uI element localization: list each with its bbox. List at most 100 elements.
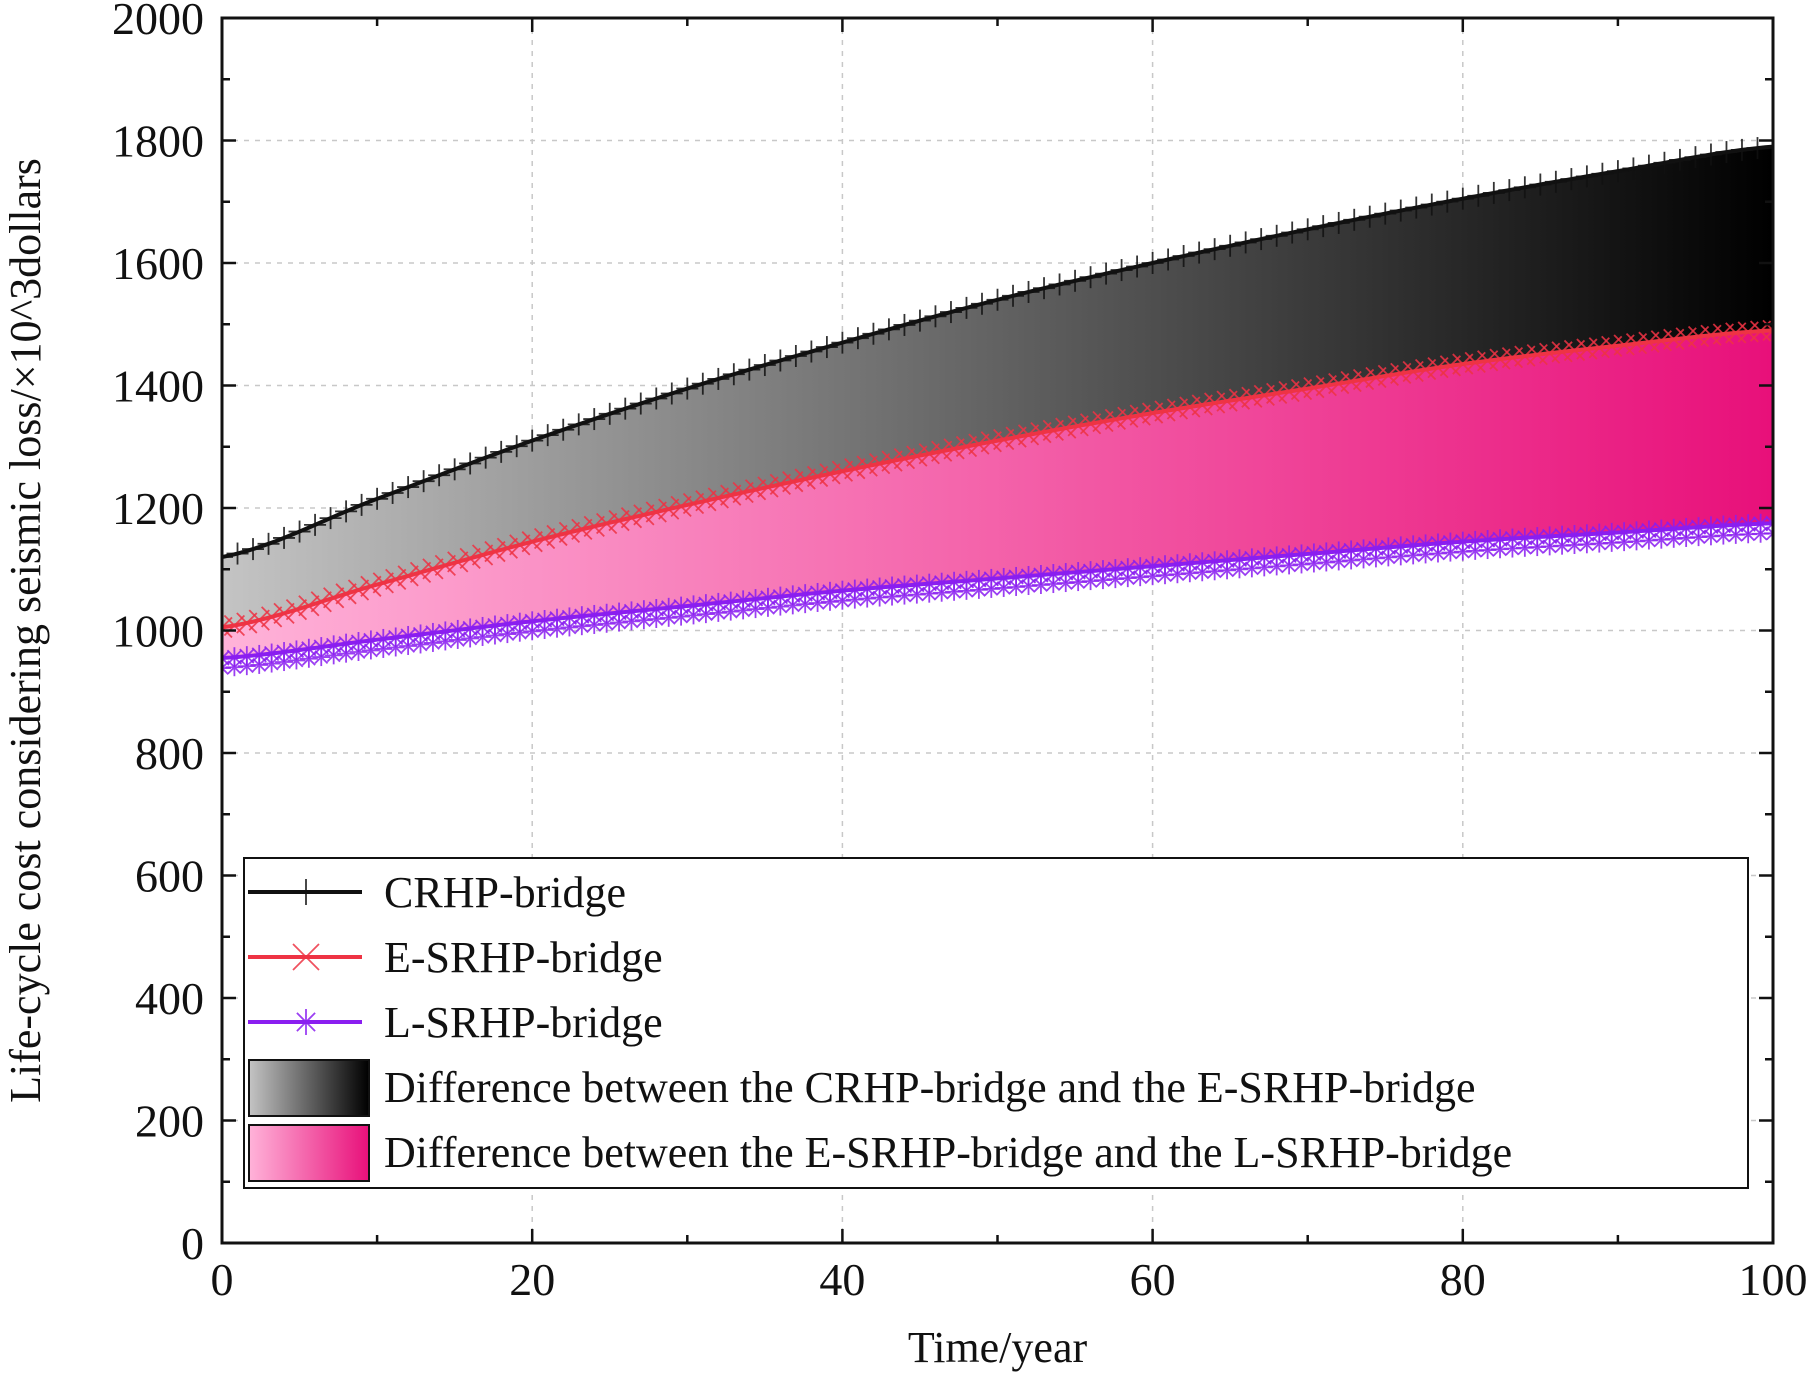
series-marker-1 [986, 288, 1009, 311]
series-marker-1 [908, 309, 931, 332]
series-marker-1 [428, 464, 451, 487]
series-marker-2 [868, 452, 891, 475]
series-marker-1 [335, 500, 358, 523]
series-marker-2 [260, 606, 283, 628]
series-marker-2 [335, 583, 357, 605]
series-marker-3 [461, 629, 480, 648]
series-marker-3 [734, 601, 753, 620]
series-marker-3 [845, 590, 864, 609]
series-marker-2 [1030, 421, 1052, 444]
y-tick-label: 0 [181, 1218, 204, 1269]
series-marker-1 [1017, 280, 1040, 303]
series-marker-3 [1404, 546, 1423, 565]
series-marker-1 [366, 487, 389, 510]
series-marker-3 [1131, 568, 1150, 587]
series-marker-1 [1668, 148, 1691, 171]
series-marker-3 [1044, 575, 1063, 594]
series-marker-2 [347, 579, 370, 601]
series-marker-1 [645, 387, 668, 410]
legend: CRHP-bridge E-SRHP-bridge L-SRHP-bridge Dif… [243, 857, 1749, 1189]
series-marker-2 [993, 428, 1015, 451]
series-marker-1 [846, 327, 869, 350]
series-marker-2 [1017, 424, 1040, 446]
series-marker-1 [1265, 224, 1288, 247]
series-marker-3 [709, 603, 728, 622]
series-marker-3 [597, 614, 616, 633]
series-marker-3 [535, 620, 554, 639]
series-marker-2 [521, 531, 543, 553]
series-marker-3 [287, 651, 306, 670]
series-marker-3 [1540, 537, 1559, 556]
series-marker-2 [409, 561, 432, 584]
series-marker-2 [744, 479, 767, 501]
series-marker-1 [1296, 218, 1319, 241]
series-marker-2 [583, 515, 605, 538]
series-marker-2 [633, 504, 655, 526]
series-marker-3 [1267, 557, 1286, 576]
series-marker-1 [381, 481, 404, 504]
series-marker-2 [1042, 419, 1064, 441]
y-tick-label: 1000 [112, 606, 204, 657]
series-marker-1 [1529, 173, 1552, 196]
legend-item-1: CRHP-bridge [248, 868, 626, 917]
y-axis-title: Life-cycle cost considering seismic loss… [1, 158, 50, 1103]
series-marker-1 [242, 538, 265, 561]
series-marker-3 [585, 615, 604, 634]
series-marker-2 [459, 547, 481, 570]
fill-area-2 [222, 330, 1773, 659]
series-marker-1 [676, 377, 699, 400]
series-marker-2 [397, 565, 419, 587]
series-marker-3 [895, 586, 914, 605]
series-marker-3 [746, 600, 765, 619]
series-marker-1 [1436, 190, 1459, 213]
series-marker-2 [223, 614, 246, 637]
series-marker-3 [1218, 561, 1237, 580]
series-marker-3 [957, 581, 976, 600]
y-tick-label: 600 [135, 851, 204, 902]
series-marker-1 [412, 470, 435, 493]
series-marker-3 [275, 653, 294, 672]
series-marker-2 [931, 440, 953, 462]
series-marker-3 [1379, 548, 1398, 567]
series-marker-3 [858, 589, 877, 608]
series-marker-3 [374, 639, 393, 658]
series-marker-2 [682, 492, 705, 515]
series-marker-1 [567, 413, 590, 436]
series-marker-3 [1304, 554, 1323, 573]
series-marker-1 [583, 408, 606, 431]
series-marker-2 [769, 473, 791, 495]
series-marker-2 [906, 445, 928, 467]
series-marker-3 [1317, 553, 1336, 572]
series-marker-3 [1652, 530, 1671, 549]
series-marker-3 [250, 655, 269, 674]
legend-item-4: Difference between the CRHP-bridge and t… [248, 1059, 1476, 1117]
series-marker-2 [819, 463, 841, 485]
series-marker-1 [1746, 137, 1769, 160]
series-marker-3 [510, 623, 529, 642]
series-marker-1 [319, 507, 342, 530]
series-marker-1 [226, 542, 249, 565]
series-marker-2 [980, 431, 1002, 453]
series-marker-1 [443, 458, 466, 481]
series-marker-1 [831, 331, 854, 354]
legend-marker [293, 879, 319, 905]
series-marker-2 [645, 501, 667, 523]
series-marker-3 [796, 595, 815, 614]
series-marker-3 [1528, 538, 1547, 557]
series-marker-3 [324, 646, 343, 665]
series-marker-1 [1730, 138, 1753, 161]
fill-area-1 [222, 146, 1773, 628]
y-tick-label: 200 [135, 1096, 204, 1147]
series-marker-2 [757, 476, 779, 498]
series-marker-1 [459, 452, 482, 475]
series-marker-1 [1420, 193, 1443, 216]
y-tick-label: 1200 [112, 483, 204, 534]
series-marker-2 [372, 572, 394, 594]
series-marker-3 [945, 582, 964, 601]
series-marker-3 [696, 605, 715, 624]
series-marker-2 [732, 481, 754, 504]
series-marker-3 [1242, 559, 1261, 578]
series-marker-3 [721, 602, 740, 621]
series-marker-1 [1157, 248, 1180, 271]
series-marker-2 [484, 540, 506, 563]
